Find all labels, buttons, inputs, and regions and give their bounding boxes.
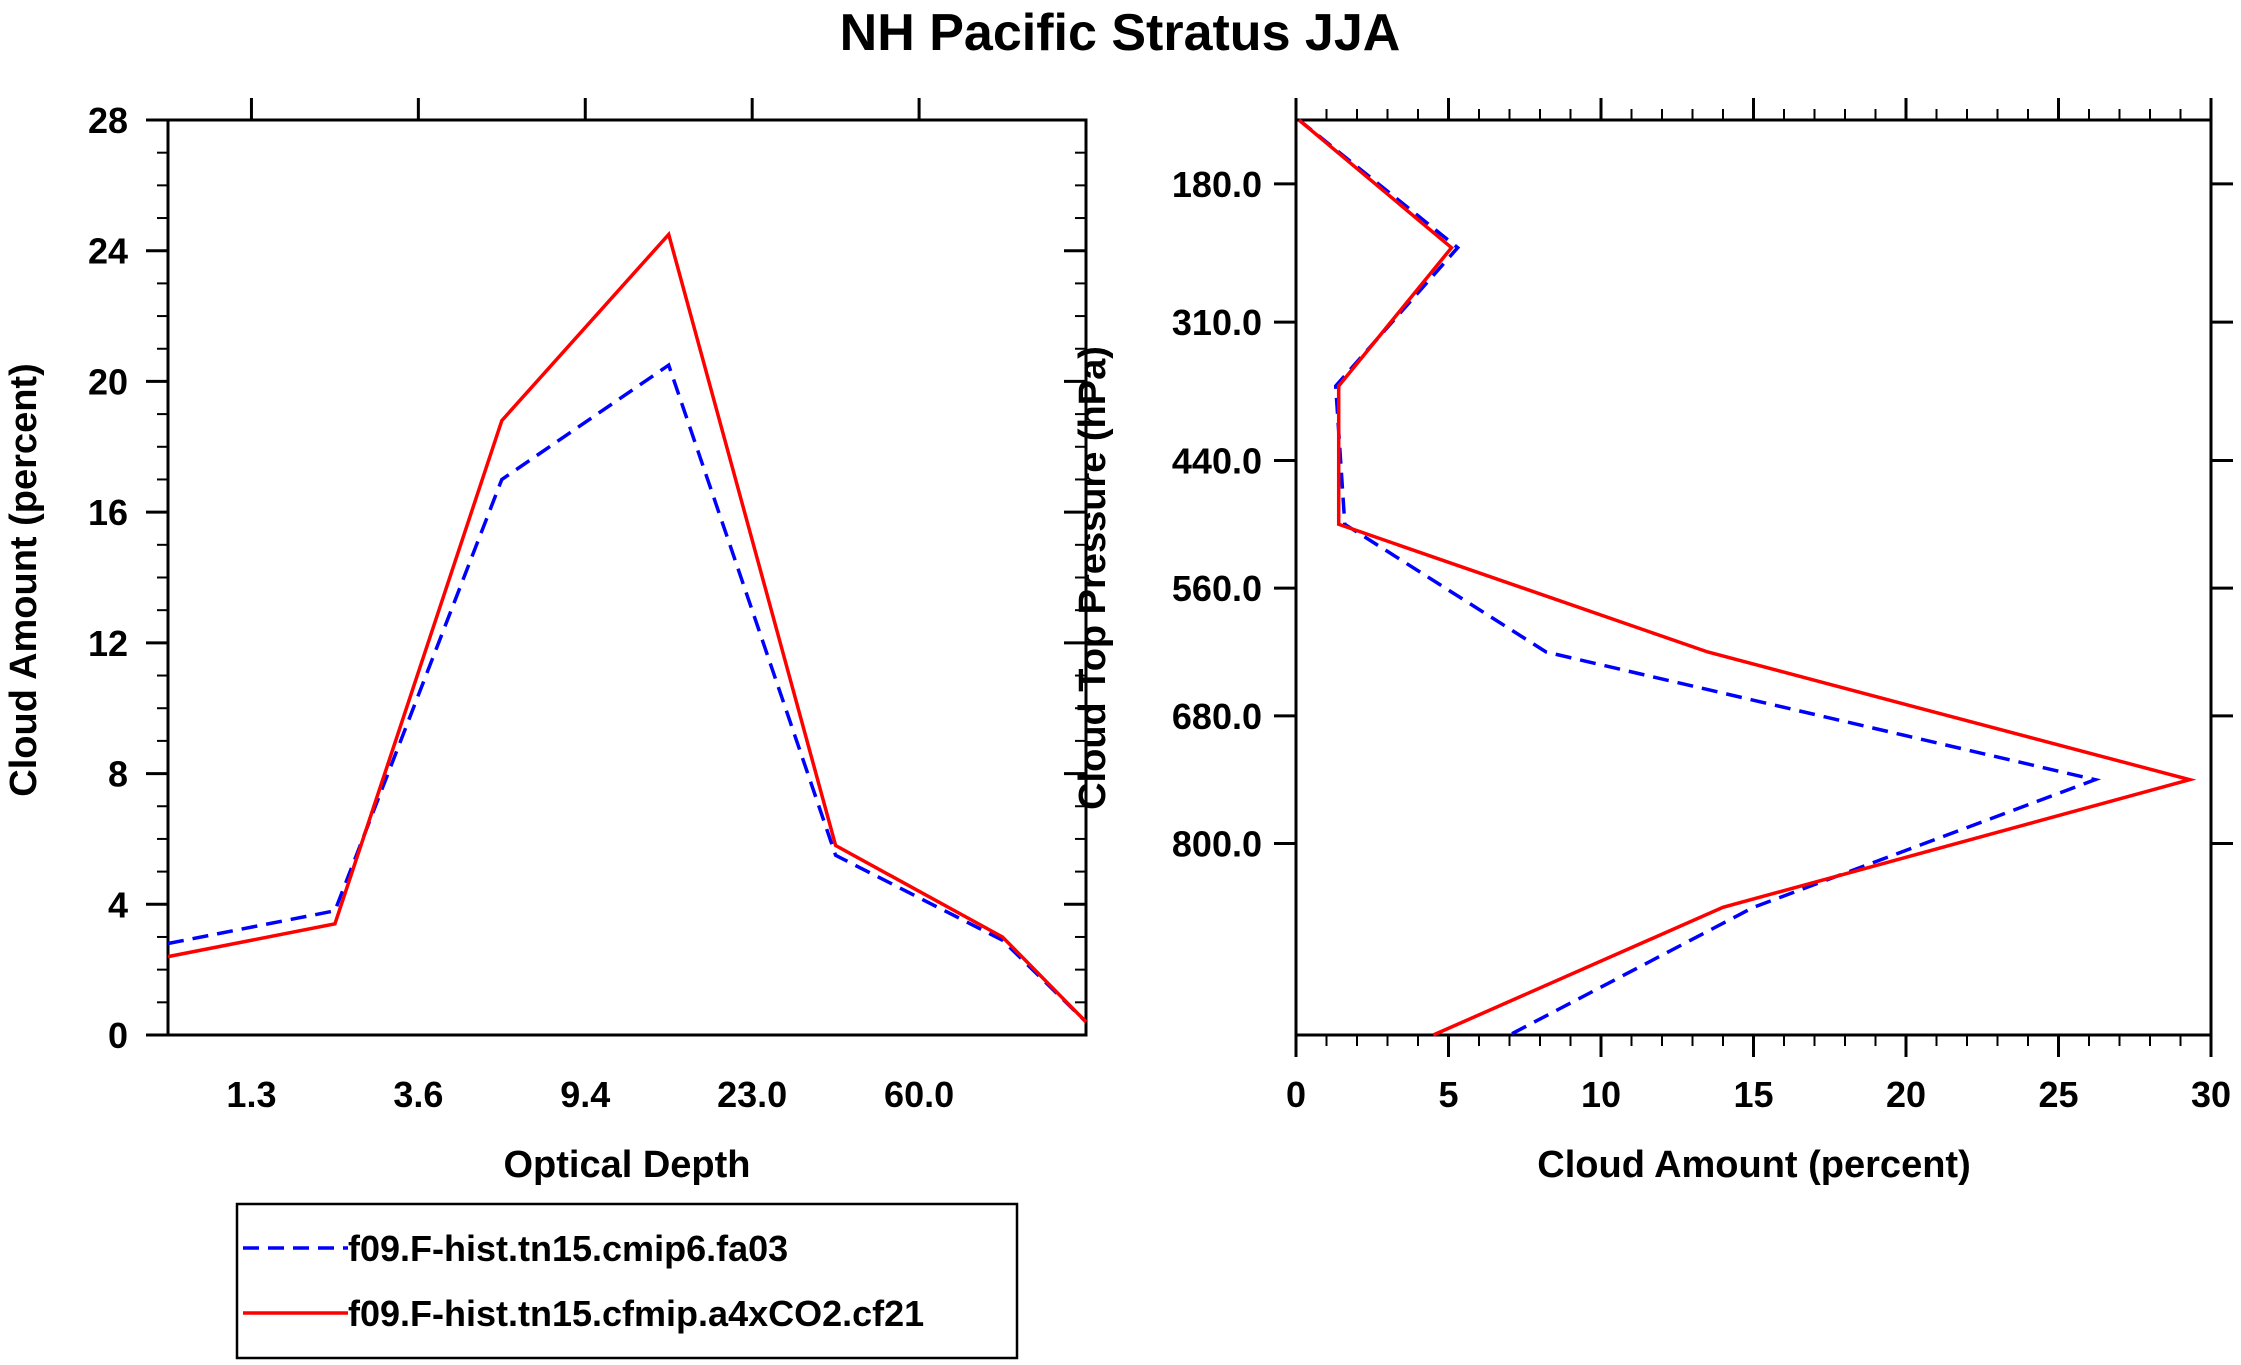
right-x-axis-label: Cloud Amount (percent): [1537, 1144, 1970, 1186]
right-x-tick-label: 10: [1581, 1074, 1621, 1115]
right-y-tick-label: 680.0: [1172, 696, 1262, 737]
left-x-tick-label: 60.0: [884, 1074, 954, 1115]
left-x-tick-label: 3.6: [393, 1074, 443, 1115]
left-y-tick-label: 16: [88, 492, 128, 533]
optical-depth-panel: 0 4 8 12 16 20 24 28 1.3 3.6 9.4 23.0 60.0 Optical D…: [3, 98, 1088, 1186]
left-y-axis-label: Cloud Amount (percent): [3, 363, 45, 796]
left-x-tick-label: 1.3: [226, 1074, 276, 1115]
right-x-tick-label: 0: [1286, 1074, 1306, 1115]
left-y-tick-label: 8: [108, 754, 128, 795]
right-x-tick-label: 30: [2191, 1074, 2231, 1115]
left-y-tick-label: 12: [88, 623, 128, 664]
left-series-group: [167, 230, 1088, 1024]
right-x-tick-label: 25: [2038, 1074, 2078, 1115]
right-y-tick-label: 800.0: [1172, 823, 1262, 864]
left-y-tick-label: 24: [88, 231, 128, 272]
left-x-tick-label: 23.0: [717, 1074, 787, 1115]
right-series-line-0: [1297, 118, 2102, 1037]
left-x-axis-label: Optical Depth: [503, 1144, 750, 1186]
left-plot-frame: [166, 118, 1088, 1037]
cloud-top-pressure-panel: 0 5 10 15 20 25 30 180.0 310.0 440.0 560.0 680.0 800…: [1072, 98, 2233, 1186]
right-y-tick-label: 440.0: [1172, 440, 1262, 481]
legend-label-0: f09.F-hist.tn15.cmip6.fa03: [348, 1228, 788, 1269]
right-series-line-1: [1297, 118, 2197, 1037]
legend-box: [235, 1202, 1019, 1360]
legend: f09.F-hist.tn15.cmip6.fa03 f09.F-hist.tn…: [235, 1202, 1019, 1360]
left-y-tick-label: 28: [88, 100, 128, 141]
left-series-line-0: [167, 362, 1088, 1024]
left-y-tick-label: 4: [108, 884, 128, 925]
right-y-tick-label: 560.0: [1172, 568, 1262, 609]
left-axis-ticks: 0 4 8 12 16 20 24 28 1.3 3.6 9.4 23.0 60.0: [88, 98, 1086, 1115]
left-series-line-1: [167, 230, 1088, 1024]
right-axis-ticks: 0 5 10 15 20 25 30 180.0 310.0 440.0 560.0 680.0 800…: [1172, 98, 2233, 1115]
right-y-tick-label: 180.0: [1172, 164, 1262, 205]
left-y-tick-label: 0: [108, 1015, 128, 1056]
right-x-tick-label: 5: [1438, 1074, 1458, 1115]
left-y-tick-label: 20: [88, 361, 128, 402]
right-y-axis-label: Cloud Top Pressure (hPa): [1072, 346, 1114, 810]
right-series-group: [1297, 118, 2197, 1037]
figure-title: NH Pacific Stratus JJA: [840, 4, 1401, 62]
left-x-tick-label: 9.4: [560, 1074, 610, 1115]
right-x-tick-label: 15: [1733, 1074, 1773, 1115]
right-x-tick-label: 20: [1886, 1074, 1926, 1115]
legend-label-1: f09.F-hist.tn15.cfmip.a4xCO2.cf21: [348, 1293, 924, 1334]
right-y-tick-label: 310.0: [1172, 302, 1262, 343]
